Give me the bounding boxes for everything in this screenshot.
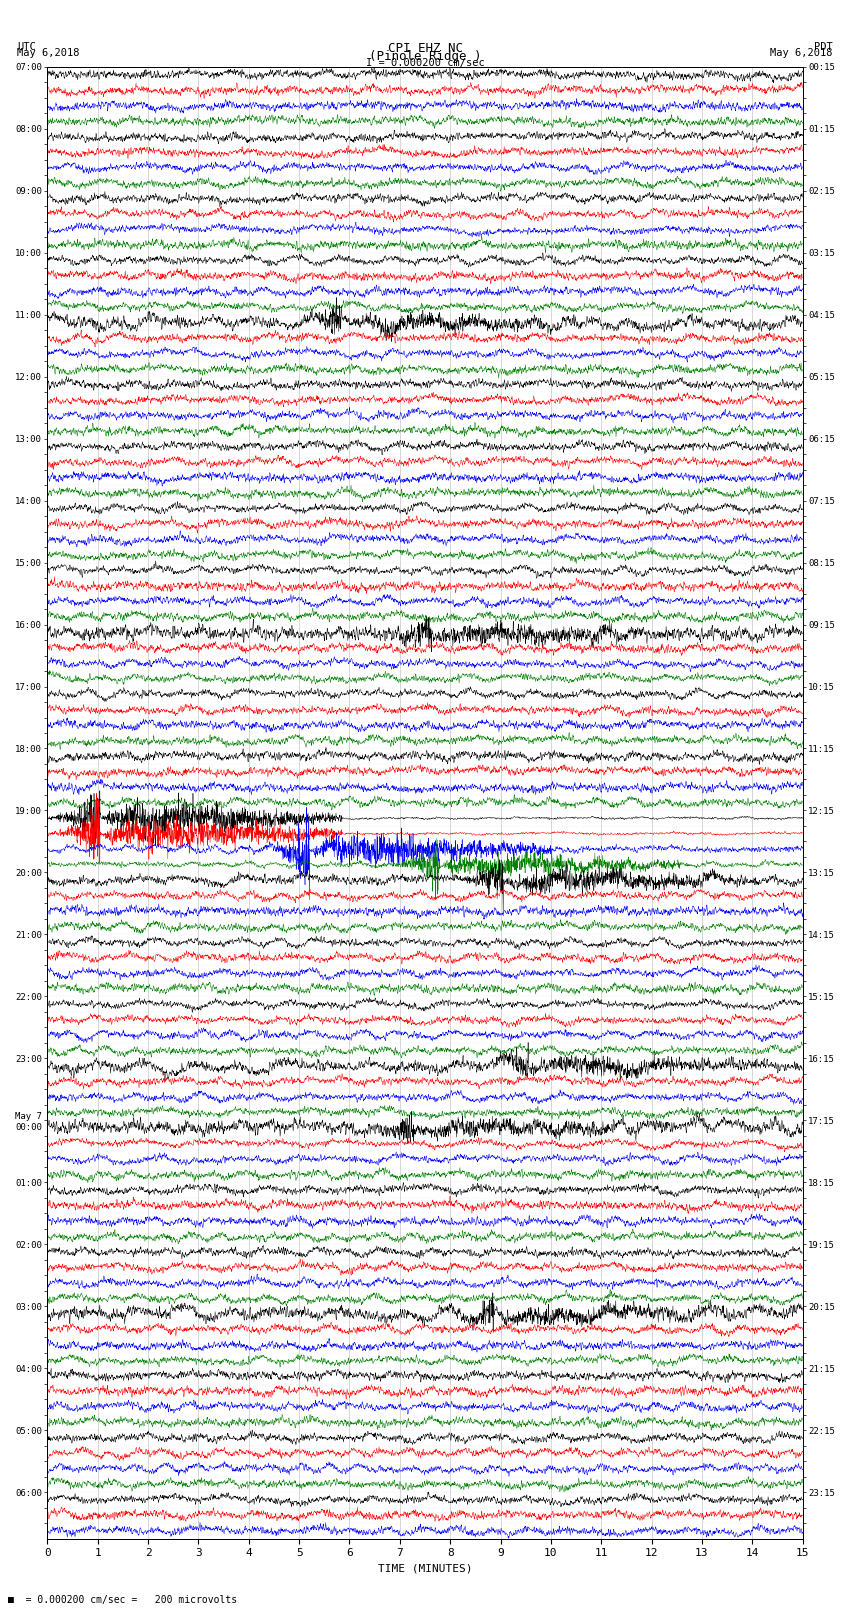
X-axis label: TIME (MINUTES): TIME (MINUTES)	[377, 1565, 473, 1574]
Text: PDT: PDT	[814, 42, 833, 52]
Text: (Pinole Ridge ): (Pinole Ridge )	[369, 50, 481, 63]
Text: ■  = 0.000200 cm/sec =   200 microvolts: ■ = 0.000200 cm/sec = 200 microvolts	[8, 1595, 238, 1605]
Text: May 6,2018: May 6,2018	[770, 48, 833, 58]
Text: I = 0.000200 cm/sec: I = 0.000200 cm/sec	[366, 58, 484, 68]
Text: May 6,2018: May 6,2018	[17, 48, 80, 58]
Text: CPI EHZ NC: CPI EHZ NC	[388, 42, 462, 55]
Text: UTC: UTC	[17, 42, 36, 52]
